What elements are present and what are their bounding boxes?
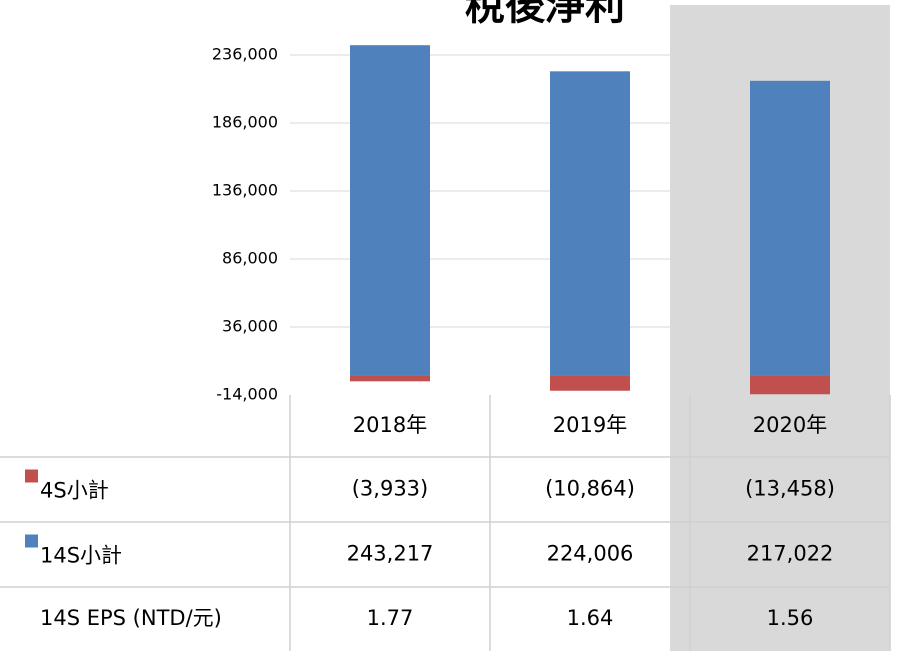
y-tick-label: 136,000 — [212, 181, 278, 200]
chart-title: 稅後淨利 — [465, 0, 625, 29]
table-value: 243,217 — [347, 542, 434, 566]
legend-swatch — [25, 534, 38, 548]
bar — [550, 71, 630, 376]
x-tick-label: 2018年 — [353, 413, 427, 437]
legend-label: 14S小計 — [40, 544, 122, 568]
table-value: (10,864) — [545, 477, 635, 501]
table-value: 217,022 — [747, 542, 834, 566]
y-tick-label: -14,000 — [216, 385, 278, 404]
x-tick-label: 2019年 — [553, 413, 627, 437]
legend-label: 4S小計 — [40, 479, 109, 503]
y-tick-label: 86,000 — [222, 249, 278, 268]
bar — [750, 375, 830, 395]
bar — [350, 45, 430, 376]
y-tick-label: 236,000 — [212, 45, 278, 64]
row-label: 14S EPS (NTD/元) — [40, 606, 222, 630]
table-value: 224,006 — [547, 542, 634, 566]
table-value: (3,933) — [352, 477, 429, 501]
y-tick-label: 36,000 — [222, 317, 278, 336]
x-tick-label: 2020年 — [753, 413, 827, 437]
y-tick-label: 186,000 — [212, 113, 278, 132]
table-value: 1.56 — [767, 606, 814, 630]
table-value: 1.64 — [567, 606, 614, 630]
table-value: (13,458) — [745, 477, 835, 501]
table-value: 1.77 — [367, 606, 414, 630]
bar — [750, 80, 830, 376]
bar — [550, 375, 630, 391]
bar — [350, 375, 430, 382]
legend-swatch — [25, 469, 38, 483]
